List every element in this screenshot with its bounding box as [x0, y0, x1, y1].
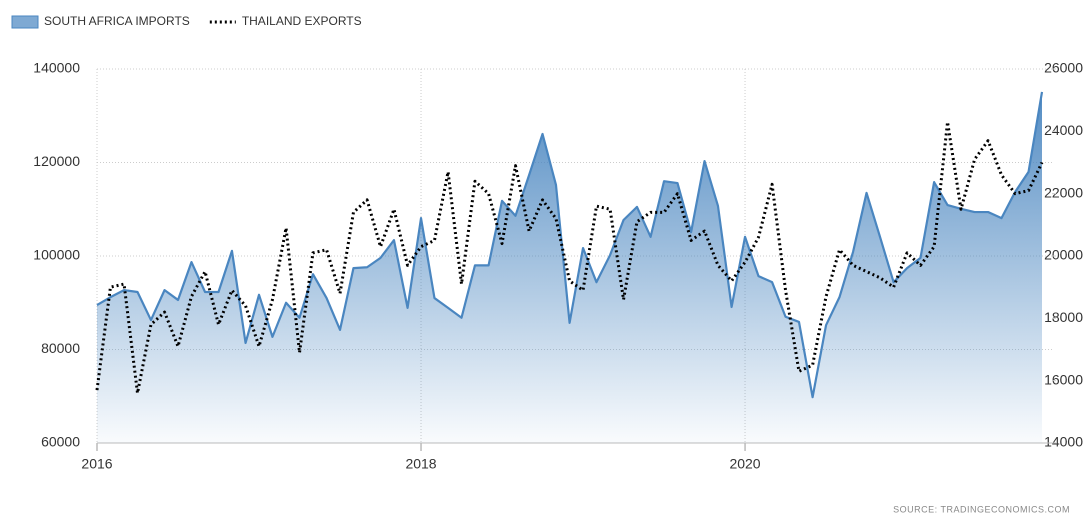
- y2-tick-label: 26000: [1044, 60, 1083, 76]
- y2-tick-label: 24000: [1044, 122, 1083, 138]
- y2-tick-label: 20000: [1044, 247, 1083, 263]
- area-line: [96, 91, 1044, 399]
- legend-label: SOUTH AFRICA IMPORTS: [44, 14, 190, 28]
- legend-label: THAILAND EXPORTS: [242, 14, 362, 28]
- area: [97, 91, 1042, 443]
- y-tick-label: 140000: [33, 60, 80, 76]
- source: SOURCE: TRADINGECONOMICS.COM: [893, 504, 1070, 514]
- y-tick-label: 60000: [41, 434, 80, 450]
- y-tick-label: 100000: [33, 247, 80, 263]
- legend-swatch: [11, 15, 39, 29]
- y-tick-label: 120000: [33, 153, 80, 169]
- x-tick-label: 2020: [729, 456, 760, 472]
- y2-tick-label: 16000: [1044, 371, 1083, 387]
- y2-tick-label: 14000: [1044, 434, 1083, 450]
- y2-tick-label: 22000: [1044, 184, 1083, 200]
- y2-tick-label: 18000: [1044, 309, 1083, 325]
- x-tick-label: 2018: [405, 456, 436, 472]
- x-tick-label: 2016: [81, 456, 112, 472]
- y-tick-label: 80000: [41, 340, 80, 356]
